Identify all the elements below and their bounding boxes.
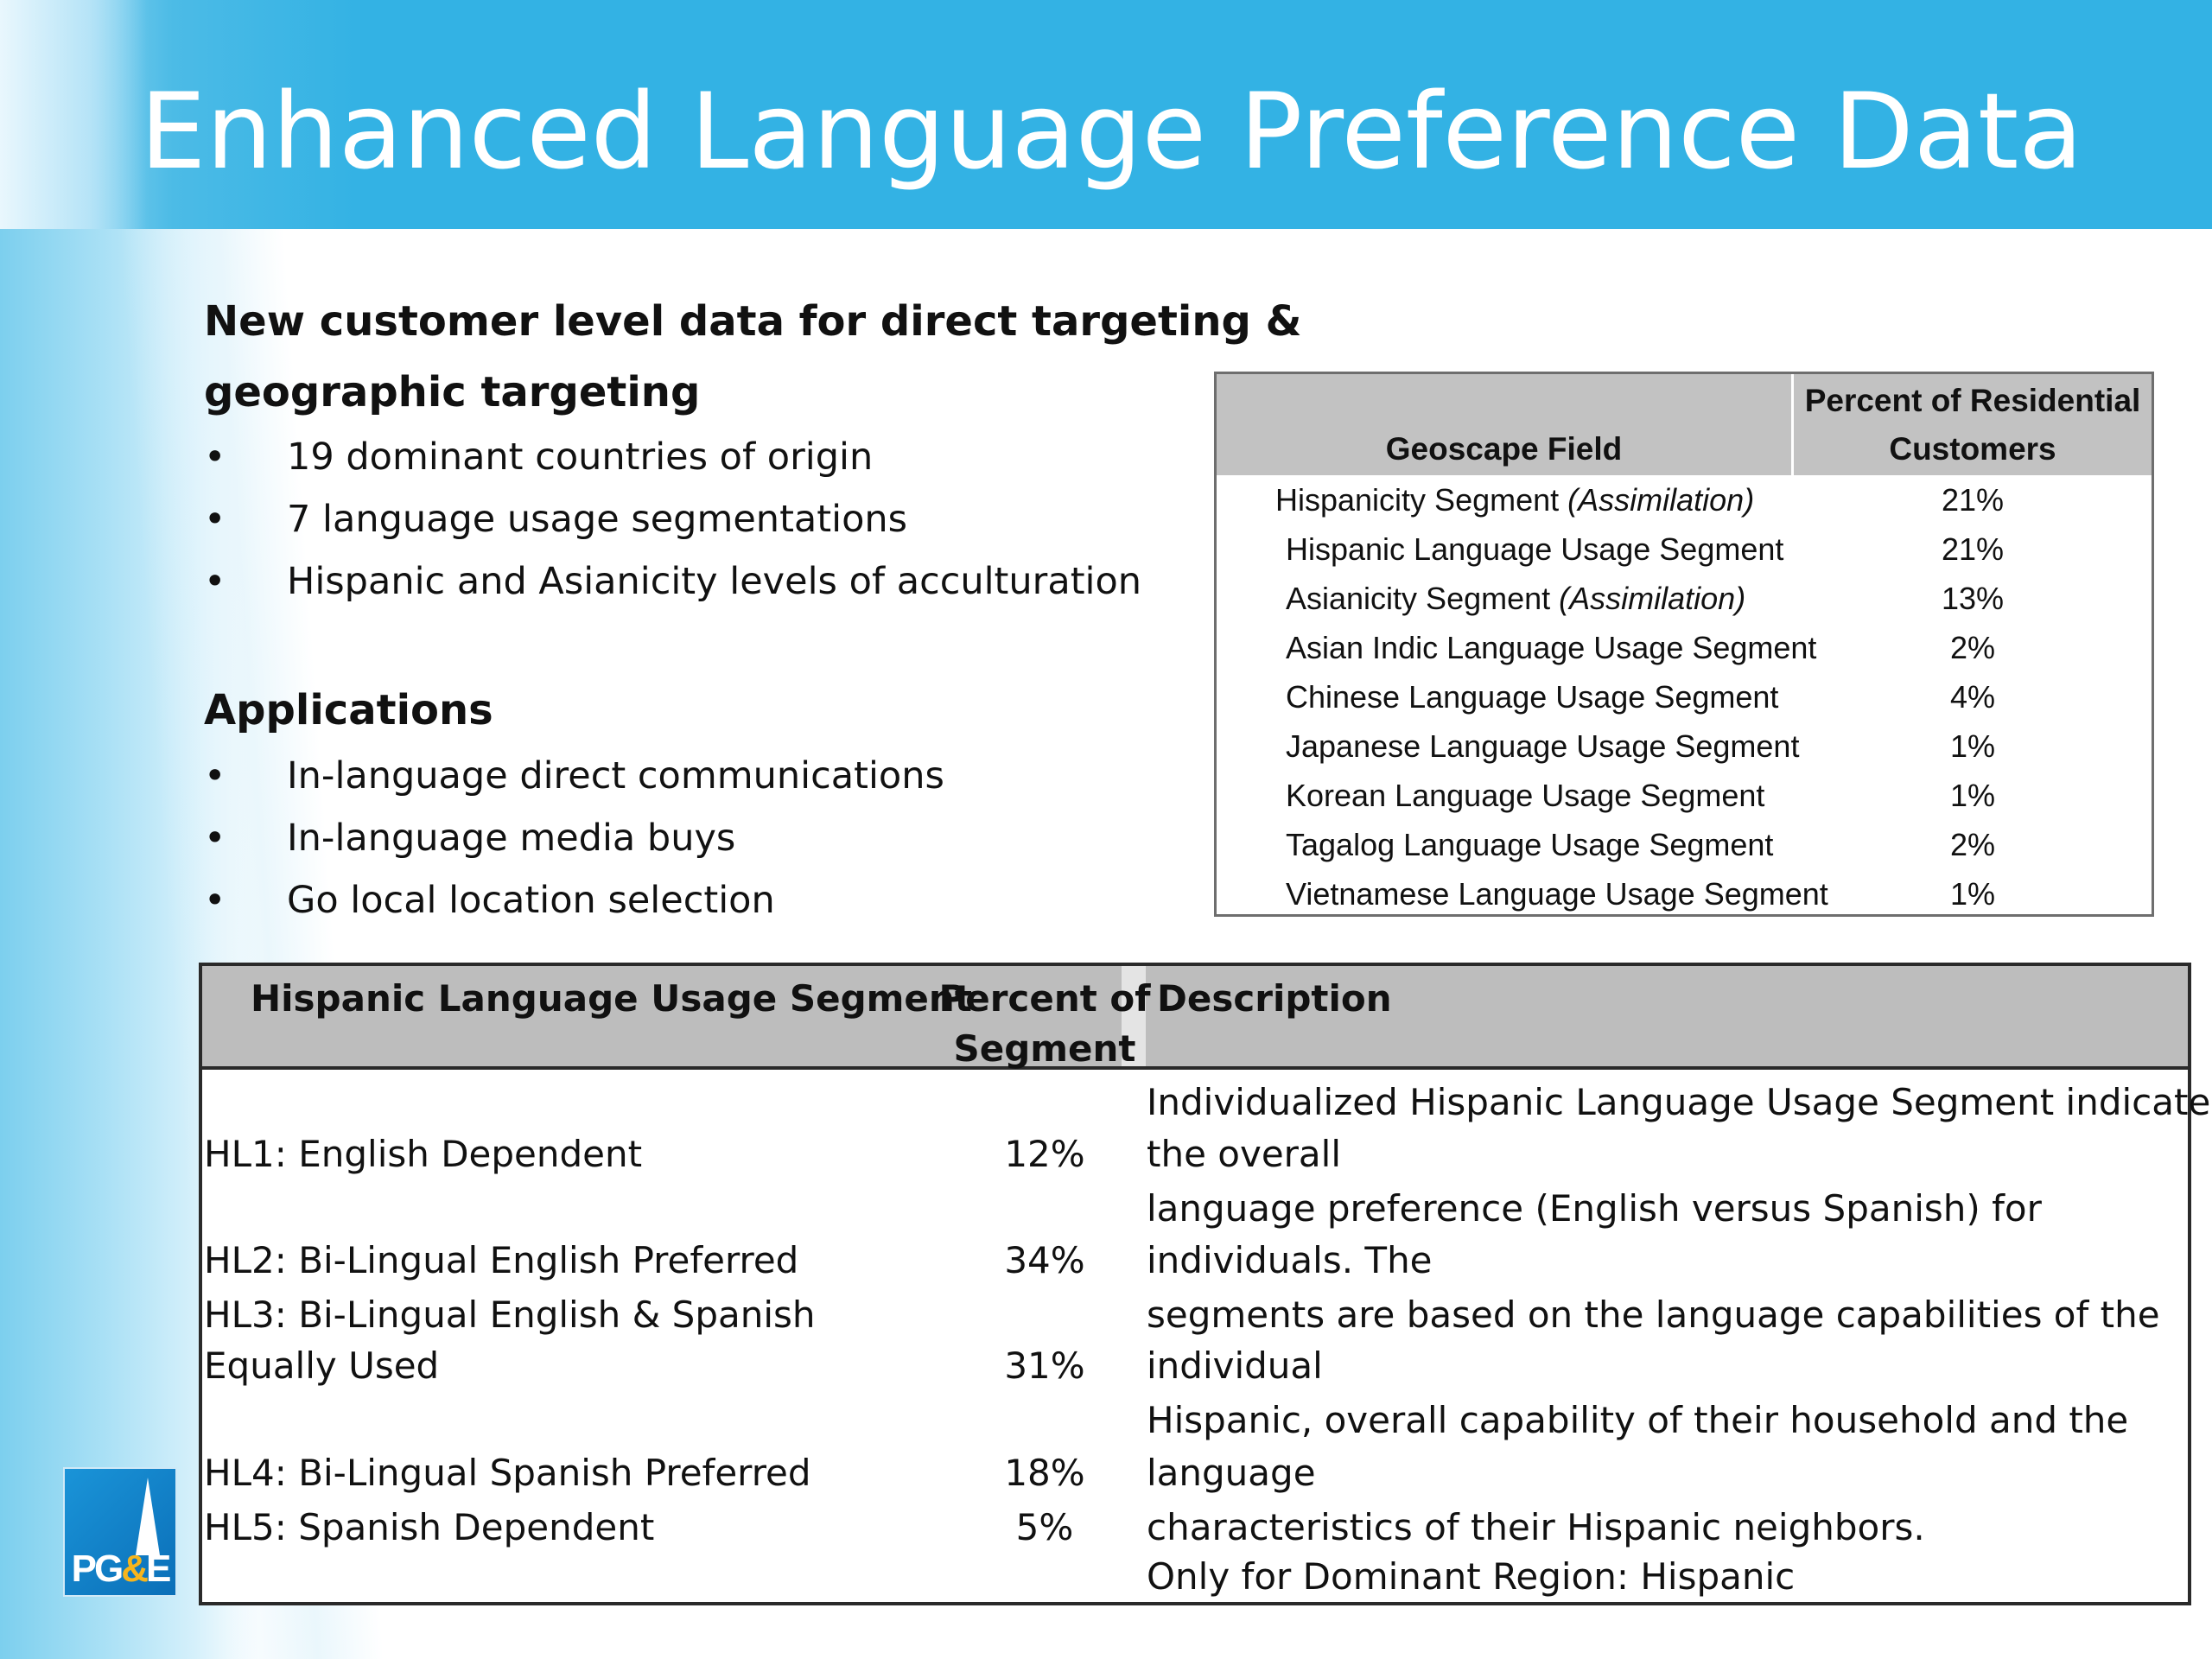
header-divider: [1791, 374, 1794, 475]
segment-name: HL5: Spanish Dependent: [204, 1506, 655, 1548]
bullet-dot: •: [204, 498, 226, 541]
description-line: individuals. The: [1147, 1239, 1433, 1281]
pge-logo: PG&E: [63, 1467, 177, 1597]
segment-percent: 31%: [1004, 1344, 1085, 1387]
segment-name: HL1: English Dependent: [204, 1133, 643, 1175]
geoscape-field-cell: Vietnamese Language Usage Segment: [1286, 876, 1828, 912]
segment-name: HL2: Bi-Lingual English Preferred: [204, 1239, 799, 1281]
logo-text: PG&E: [71, 1548, 172, 1590]
segment-name: HL4: Bi-Lingual Spanish Preferred: [204, 1452, 811, 1494]
applications-heading: Applications: [204, 686, 493, 734]
geoscape-field-cell: Tagalog Language Usage Segment: [1286, 827, 1774, 862]
intro-bullet-text: 7 language usage segmentations: [287, 498, 908, 541]
description-line: language preference (English versus Span…: [1147, 1187, 2042, 1230]
percent-cell: 21%: [1941, 531, 2005, 567]
intro-bullet-text: Hispanic and Asianicity levels of accult…: [287, 560, 1142, 603]
description-line: Hispanic, overall capability of their ho…: [1147, 1399, 2129, 1441]
header-percent-line2: Segment: [953, 1027, 1136, 1070]
percent-cell: 1%: [1949, 876, 1996, 912]
bullet-dot: •: [204, 754, 226, 798]
description-line: the overall: [1147, 1133, 1342, 1175]
percent-cell: 4%: [1949, 679, 1996, 715]
description-line: language: [1147, 1452, 1316, 1494]
table-row: Hispanic Language Usage Segment 21%: [1217, 524, 2152, 574]
banner-curve: [0, 0, 147, 229]
header-geoscape-field: Geoscape Field: [1385, 431, 1623, 467]
table-row: Hispanicity Segment (Assimilation) 21%: [1217, 475, 2152, 524]
geoscape-field-cell: Hispanic Language Usage Segment: [1286, 531, 1784, 567]
percent-cell: 13%: [1941, 581, 2005, 616]
slide-title: Enhanced Language Preference Data: [140, 71, 2083, 193]
percent-cell: 2%: [1949, 827, 1996, 862]
geoscape-field-cell: Japanese Language Usage Segment: [1286, 728, 1800, 764]
bullet-dot: •: [204, 817, 226, 860]
geoscape-field-cell: Asian Indic Language Usage Segment: [1286, 630, 1817, 665]
geoscape-field-cell: Korean Language Usage Segment: [1286, 778, 1765, 813]
header-percent-line1: Percent of Residential: [1804, 383, 2141, 418]
percent-cell: 1%: [1949, 778, 1996, 813]
percent-cell: 1%: [1949, 728, 1996, 764]
geoscape-table-header: Geoscape Field Percent of Residential Cu…: [1217, 374, 2152, 475]
geoscape-field-cell: Chinese Language Usage Segment: [1286, 679, 1779, 715]
bullet-dot: •: [204, 560, 226, 603]
geoscape-table: Geoscape Field Percent of Residential Cu…: [1214, 372, 2154, 917]
header-separator: [1122, 966, 1146, 1066]
segment-percent: 5%: [1015, 1506, 1074, 1548]
title-banner: Enhanced Language Preference Data: [0, 0, 2212, 229]
description-line: Individualized Hispanic Language Usage S…: [1147, 1081, 2212, 1123]
segment-name-line2: Equally Used: [204, 1344, 440, 1387]
table-row: Asian Indic Language Usage Segment 2%: [1217, 623, 2152, 672]
segment-percent: 34%: [1004, 1239, 1085, 1281]
header-percent-line2: Customers: [1889, 431, 2056, 467]
header-percent-line1: Percent of: [938, 977, 1151, 1020]
percent-cell: 21%: [1941, 482, 2005, 518]
table-row: Chinese Language Usage Segment 4%: [1217, 672, 2152, 721]
bullet-dot: •: [204, 435, 226, 479]
hispanic-segment-table: Hispanic Language Usage Segment Percent …: [199, 963, 2212, 1605]
description-line: characteristics of their Hispanic neighb…: [1147, 1506, 1925, 1548]
hispanic-table-header: Hispanic Language Usage Segment Percent …: [202, 966, 2188, 1070]
logo-tower-shape: [136, 1478, 160, 1555]
description-line: individual: [1147, 1344, 1323, 1387]
intro-heading-line1: New customer level data for direct targe…: [204, 297, 1302, 346]
table-row: Vietnamese Language Usage Segment 1%: [1217, 869, 2152, 918]
intro-bullet-text: 19 dominant countries of origin: [287, 435, 874, 479]
geoscape-field-cell: Hispanicity Segment (Assimilation): [1275, 482, 1755, 518]
geoscape-field-cell: Asianicity Segment (Assimilation): [1286, 581, 1746, 616]
applications-bullet-text: In-language media buys: [287, 817, 736, 860]
table-row: Japanese Language Usage Segment 1%: [1217, 721, 2152, 771]
description-line: segments are based on the language capab…: [1147, 1294, 2160, 1336]
header-description: Description: [1157, 977, 1392, 1020]
intro-heading-line2: geographic targeting: [204, 368, 701, 416]
applications-bullet-text: Go local location selection: [287, 879, 775, 922]
percent-cell: 2%: [1949, 630, 1996, 665]
segment-name: HL3: Bi-Lingual English & Spanish: [204, 1294, 816, 1336]
segment-percent: 18%: [1004, 1452, 1085, 1494]
table-row: Tagalog Language Usage Segment 2%: [1217, 820, 2152, 869]
table-row: Korean Language Usage Segment 1%: [1217, 771, 2152, 820]
segment-percent: 12%: [1004, 1133, 1085, 1175]
bullet-dot: •: [204, 879, 226, 922]
table-row: Asianicity Segment (Assimilation) 13%: [1217, 574, 2152, 623]
description-line: Only for Dominant Region: Hispanic: [1147, 1555, 1796, 1598]
header-segment: Hispanic Language Usage Segment: [251, 977, 972, 1020]
applications-bullet-text: In-language direct communications: [287, 754, 944, 798]
